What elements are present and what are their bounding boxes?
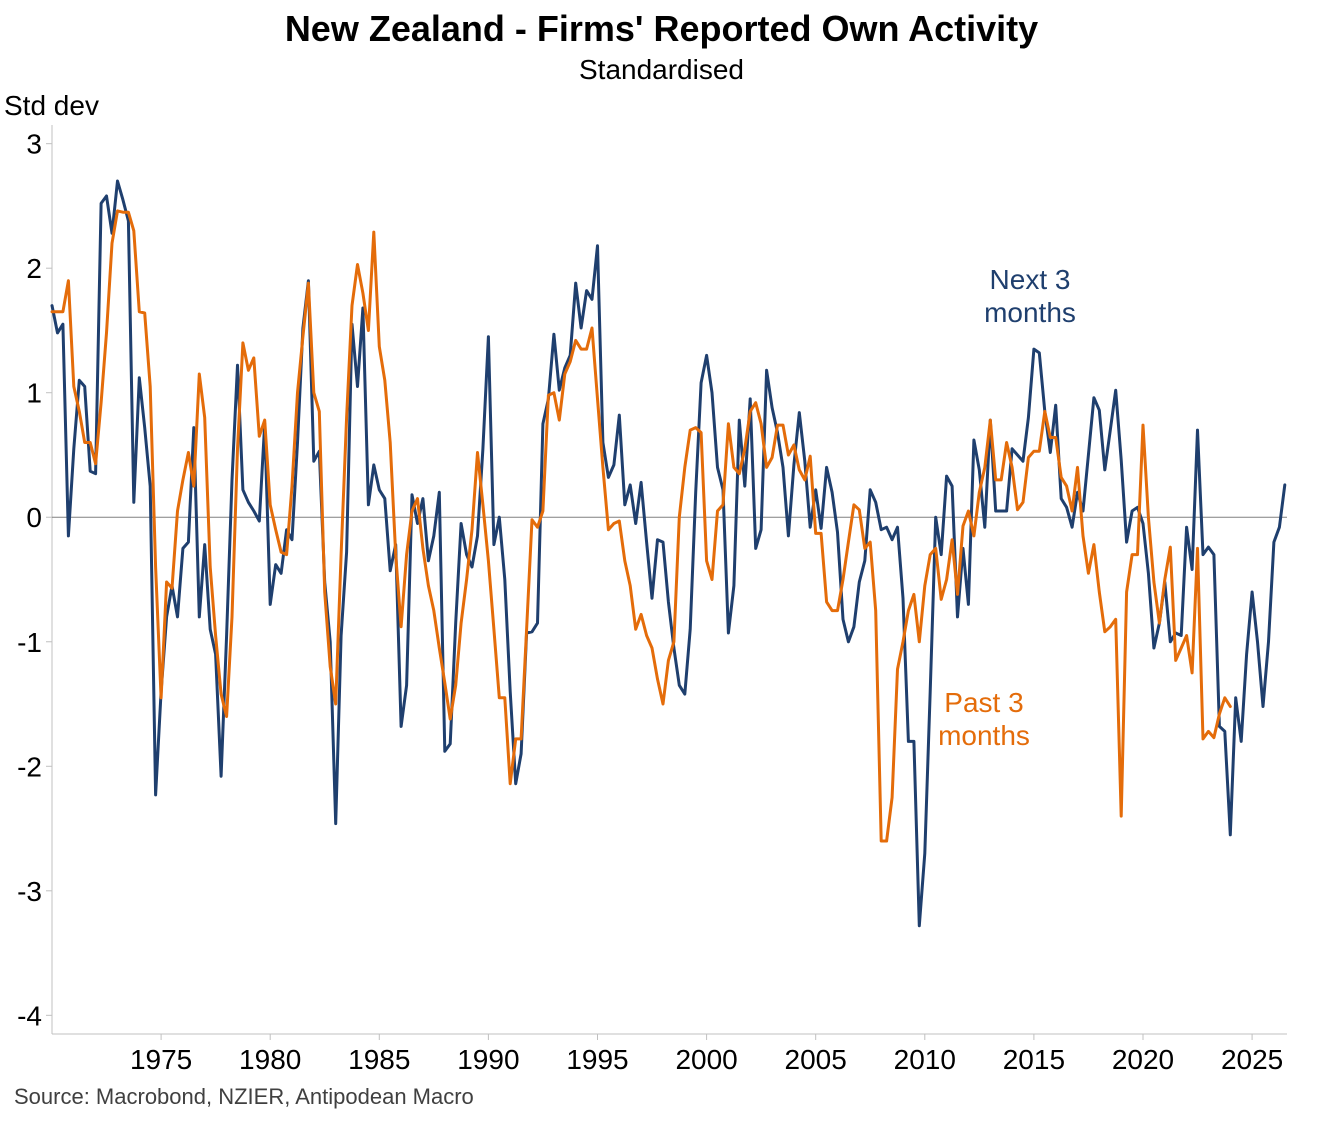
y-tick-label: 1 [26, 378, 42, 409]
x-tick-label: 1985 [348, 1044, 410, 1075]
x-tick-label: 2015 [1003, 1044, 1065, 1075]
y-axis-label: Std dev [4, 90, 99, 121]
y-tick-label: -2 [17, 751, 42, 782]
x-tick-label: 2020 [1112, 1044, 1174, 1075]
y-tick-label: -1 [17, 627, 42, 658]
annotation-next-3-months: Next 3 [990, 264, 1071, 295]
series-line-past-3-months [50, 209, 1232, 843]
y-tick-label: 2 [26, 253, 42, 284]
x-tick-label: 2010 [894, 1044, 956, 1075]
x-tick-label: 1995 [566, 1044, 628, 1075]
y-tick-label: -4 [17, 1000, 42, 1031]
x-tick-label: 2025 [1221, 1044, 1283, 1075]
y-tick-label: -3 [17, 876, 42, 907]
x-tick-label: 1980 [239, 1044, 301, 1075]
y-tick-label: 3 [26, 129, 42, 160]
x-tick-label: 1990 [457, 1044, 519, 1075]
annotation-next-3-months: months [984, 297, 1076, 328]
annotation-past-3-months: months [938, 720, 1030, 751]
source-note: Source: Macrobond, NZIER, Antipodean Mac… [14, 1084, 474, 1109]
y-tick-label: 0 [26, 502, 42, 533]
x-tick-label: 2000 [675, 1044, 737, 1075]
series-line-next-3-months [50, 179, 1287, 928]
annotation-past-3-months: Past 3 [944, 687, 1023, 718]
chart-subtitle: Standardised [578, 54, 744, 85]
x-tick-label: 2005 [785, 1044, 847, 1075]
chart-title: New Zealand - Firms' Reported Own Activi… [284, 8, 1039, 49]
x-tick-label: 1975 [130, 1044, 192, 1075]
